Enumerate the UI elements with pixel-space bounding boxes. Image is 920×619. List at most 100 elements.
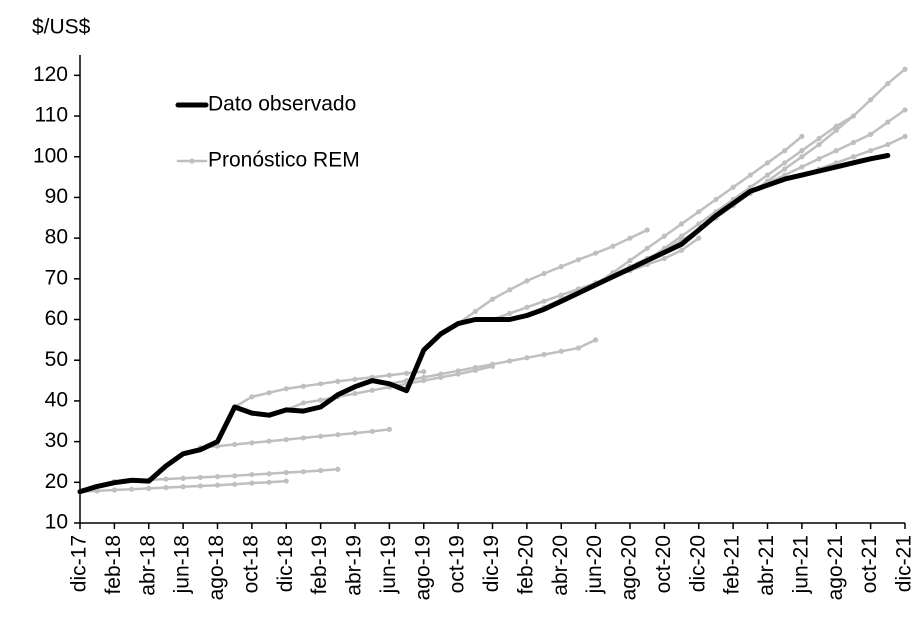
y-tick-label: 40 bbox=[45, 388, 68, 411]
forecast-point bbox=[352, 376, 358, 382]
forecast-point bbox=[799, 154, 805, 160]
x-tick-label: jun-21 bbox=[789, 535, 812, 594]
x-tick-label: jun-19 bbox=[377, 535, 400, 594]
x-tick-label: jun-18 bbox=[171, 535, 194, 594]
forecast-point bbox=[472, 364, 478, 371]
forecast-point bbox=[197, 483, 203, 489]
forecast-point bbox=[558, 292, 564, 298]
forecast-point bbox=[318, 467, 324, 474]
forecast-point bbox=[661, 255, 667, 262]
forecast-point bbox=[593, 250, 599, 256]
forecast-point bbox=[730, 184, 736, 190]
forecast-point bbox=[799, 148, 805, 154]
forecast-point bbox=[782, 148, 788, 154]
forecast-point bbox=[163, 476, 169, 482]
forecast-point bbox=[627, 257, 633, 264]
forecast-point bbox=[678, 247, 685, 253]
x-tick-label: oct-20 bbox=[652, 535, 675, 593]
y-tick-label: 120 bbox=[33, 63, 68, 86]
forecast-point bbox=[386, 426, 392, 432]
x-tick-label: dic-18 bbox=[274, 535, 297, 592]
forecast-point bbox=[593, 337, 599, 343]
x-tick-label: feb-18 bbox=[102, 535, 125, 595]
forecast-point bbox=[300, 469, 307, 475]
forecast-point bbox=[816, 141, 822, 148]
forecast-point bbox=[764, 160, 771, 166]
observed-line bbox=[77, 153, 891, 495]
forecast-line bbox=[199, 428, 391, 449]
x-tick-label: dic-20 bbox=[686, 535, 709, 592]
forecast-point bbox=[197, 474, 203, 481]
forecast-point bbox=[472, 308, 478, 314]
x-tick-label: abr-21 bbox=[755, 535, 778, 596]
forecast-point bbox=[283, 478, 289, 484]
forecast-point bbox=[146, 485, 152, 492]
forecast-point bbox=[249, 480, 255, 486]
forecast-point bbox=[352, 390, 358, 397]
forecast-point bbox=[816, 156, 822, 162]
forecast-point bbox=[266, 438, 272, 444]
x-tick-label: abr-19 bbox=[343, 535, 366, 596]
forecast-point bbox=[627, 235, 633, 241]
forecast-point bbox=[885, 80, 891, 87]
forecast-point bbox=[232, 473, 238, 479]
forecast-point bbox=[524, 304, 530, 310]
y-tick-label: 110 bbox=[35, 104, 68, 127]
forecast-point bbox=[558, 348, 564, 354]
x-tick-label: ago-21 bbox=[824, 535, 847, 600]
forecast-point bbox=[696, 235, 702, 241]
x-tick-label: oct-18 bbox=[239, 535, 262, 593]
forecast-point bbox=[507, 358, 513, 364]
x-tick-label: feb-21 bbox=[721, 535, 744, 595]
forecast-point bbox=[541, 351, 547, 358]
forecast-point bbox=[335, 466, 341, 472]
forecast-point bbox=[902, 66, 908, 72]
forecast-point bbox=[902, 133, 908, 139]
forecast-point bbox=[747, 172, 753, 178]
y-tick-label: 20 bbox=[45, 470, 68, 493]
forecast-point bbox=[318, 397, 324, 403]
forecast-point bbox=[696, 221, 702, 227]
forecast-point bbox=[232, 441, 238, 448]
forecast-point bbox=[266, 479, 272, 485]
forecast-point bbox=[575, 257, 582, 263]
forecast-point bbox=[764, 172, 771, 178]
x-tick-label: dic-21 bbox=[893, 535, 916, 592]
x-tick-label: ago-20 bbox=[618, 535, 641, 600]
forecast-point bbox=[128, 486, 135, 492]
forecast-point bbox=[507, 310, 513, 317]
forecast-point bbox=[180, 484, 186, 490]
forecast-point bbox=[610, 243, 616, 249]
forecast-point bbox=[713, 196, 719, 203]
forecast-point bbox=[386, 372, 392, 378]
forecast-point bbox=[94, 488, 100, 494]
forecast-point bbox=[644, 227, 650, 233]
forecast-point bbox=[799, 133, 805, 139]
forecast-point bbox=[885, 141, 891, 148]
forecast-point bbox=[850, 154, 857, 160]
forecast-point bbox=[558, 264, 564, 270]
y-tick-label: 70 bbox=[45, 266, 68, 289]
forecast-point bbox=[214, 474, 221, 480]
y-tick-label: 10 bbox=[45, 511, 68, 534]
x-tick-label: dic-19 bbox=[480, 535, 503, 592]
forecast-line bbox=[456, 228, 649, 325]
forecast-line bbox=[233, 370, 426, 409]
forecast-point bbox=[833, 127, 839, 133]
forecast-point bbox=[369, 428, 375, 435]
forecast-point bbox=[266, 471, 272, 477]
forecast-point bbox=[232, 481, 238, 487]
y-tick-label: 90 bbox=[45, 185, 68, 208]
forecast-point bbox=[644, 245, 650, 251]
x-tick-label: oct-21 bbox=[858, 535, 881, 593]
legend-label: Pronóstico REM bbox=[208, 149, 360, 172]
forecast-point bbox=[214, 482, 221, 488]
forecast-point bbox=[283, 436, 289, 443]
x-tick-label: ago-18 bbox=[205, 535, 228, 600]
forecast-point bbox=[868, 131, 874, 137]
y-tick-label: 30 bbox=[45, 429, 68, 452]
forecast-point bbox=[541, 270, 547, 277]
forecast-point bbox=[369, 387, 375, 393]
forecast-point bbox=[300, 435, 307, 441]
